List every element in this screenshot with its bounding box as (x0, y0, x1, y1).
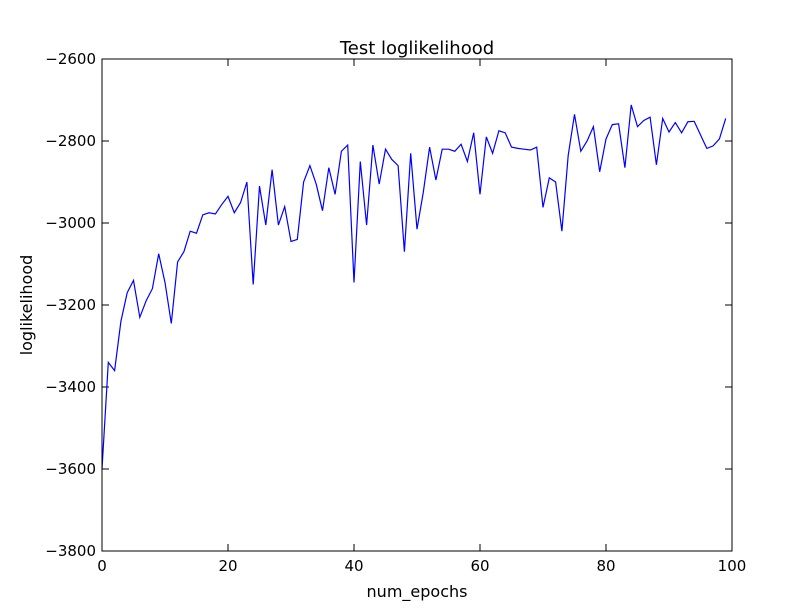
y-tick-label: −3400 (45, 378, 96, 396)
y-axis-label: loglikelihood (17, 255, 36, 356)
y-tick-label: −2800 (45, 132, 96, 150)
x-tick-label: 80 (596, 557, 615, 575)
y-tick-label: −3800 (45, 542, 96, 560)
axis-ticks: 0 20 40 60 80 100 −3800 −3600 −3400 −3200 −3000 −28… (45, 50, 746, 575)
x-tick-label: 20 (218, 557, 237, 575)
chart-title: Test loglikelihood (339, 38, 494, 59)
plot-area-frame (101, 58, 733, 552)
x-tick-label: 60 (470, 557, 489, 575)
x-tick-label: 0 (97, 557, 107, 575)
y-tick-label: −3200 (45, 296, 96, 314)
y-tick-label: −3600 (45, 460, 96, 478)
x-tick-label: 40 (344, 557, 363, 575)
series-line (101, 104, 727, 470)
y-tick-label: −2600 (45, 50, 96, 68)
x-axis-label: num_epochs (367, 582, 468, 602)
y-tick-label: −3000 (45, 214, 96, 232)
x-tick-label: 100 (718, 557, 747, 575)
